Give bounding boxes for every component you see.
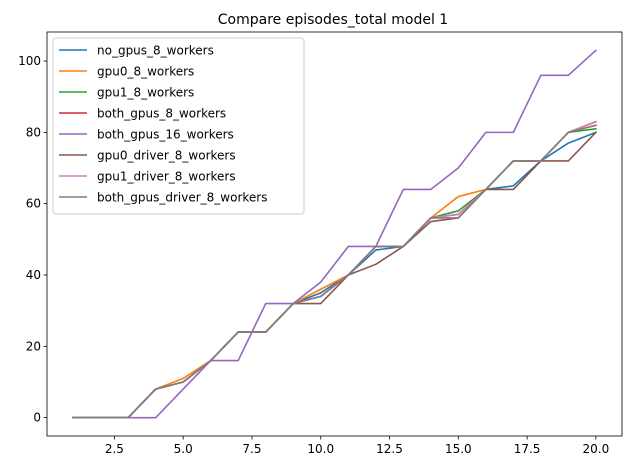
series-line-both_gpus_16_workers bbox=[72, 49, 597, 419]
x-tick-label: 5.0 bbox=[174, 442, 193, 456]
y-tick-label: 40 bbox=[26, 268, 41, 282]
series-line-both_gpus_driver_8_workers bbox=[72, 124, 597, 419]
axes: 2.5 5.0 7.5 10.0 12.5 15.0 17.5 20.0 0 20 40 60 80 10… bbox=[18, 31, 623, 456]
legend-label-gpu0_8_workers: gpu0_8_workers bbox=[97, 65, 194, 79]
x-tick-label: 7.5 bbox=[242, 442, 261, 456]
axes-frame bbox=[46, 31, 623, 437]
plot-area bbox=[72, 49, 597, 419]
legend-label-both_gpus_driver_8_workers: both_gpus_driver_8_workers bbox=[97, 191, 267, 205]
legend-label-both_gpus_8_workers: both_gpus_8_workers bbox=[97, 107, 226, 121]
x-tick-label: 17.5 bbox=[514, 442, 541, 456]
legend: no_gpus_8_workers gpu0_8_workers gpu1_8_wo… bbox=[52, 37, 305, 215]
x-tick-label: 20.0 bbox=[583, 442, 610, 456]
legend-label-gpu1_8_workers: gpu1_8_workers bbox=[97, 86, 194, 100]
x-tick-label: 12.5 bbox=[376, 442, 403, 456]
x-tick-label: 15.0 bbox=[445, 442, 472, 456]
chart-title: Compare episodes_total model 1 bbox=[218, 12, 448, 28]
y-tick-label: 60 bbox=[26, 197, 41, 211]
x-tick-label: 10.0 bbox=[307, 442, 334, 456]
legend-label-no_gpus_8_workers: no_gpus_8_workers bbox=[97, 44, 214, 58]
x-tick-label: 2.5 bbox=[105, 442, 124, 456]
legend-label-gpu1_driver_8_workers: gpu1_driver_8_workers bbox=[97, 170, 236, 184]
legend-label-gpu0_driver_8_workers: gpu0_driver_8_workers bbox=[97, 149, 236, 163]
y-tick-label: 80 bbox=[26, 125, 41, 139]
legend-label-both_gpus_16_workers: both_gpus_16_workers bbox=[97, 128, 234, 142]
y-tick-label: 20 bbox=[26, 339, 41, 353]
legend-box bbox=[52, 37, 305, 215]
y-tick-label: 0 bbox=[33, 411, 41, 425]
y-tick-label: 100 bbox=[18, 54, 41, 68]
